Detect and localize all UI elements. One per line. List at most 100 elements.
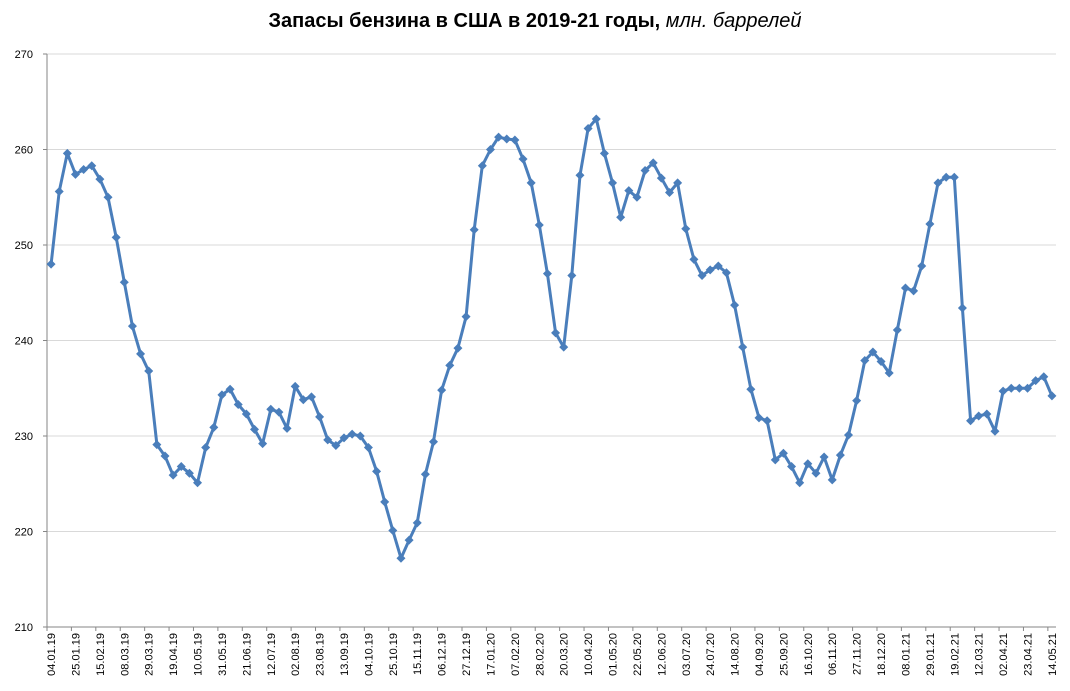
x-tick-label: 21.06.19 [241,633,253,676]
x-tick-label: 17.01.20 [485,633,497,676]
data-point [420,469,430,479]
data-point [429,437,439,447]
x-tick-label: 24.07.20 [705,633,717,676]
data-point [998,386,1008,396]
data-point [331,441,341,451]
data-point [648,158,658,168]
data-point [136,349,146,359]
data-point [217,390,227,400]
data-point [876,357,886,367]
x-tick-label: 04.01.19 [46,633,58,676]
x-tick-labels: 04.01.19 25.01.19 15.02.19 08.03.19 29.03.19… [46,633,1059,676]
data-point [551,328,561,338]
data-point [900,283,910,293]
data-point [168,470,178,480]
data-point [575,170,585,180]
data-point [974,411,984,421]
chart-title-main: Запасы бензина в США в 2019-21 годы, [268,10,661,32]
x-tick-label: 29.03.19 [144,633,156,676]
x-tick-label: 14.05.21 [1047,633,1059,676]
x-tick-label: 19.02.21 [949,633,961,676]
x-tick-label: 01.05.20 [608,633,620,676]
data-point [664,187,674,197]
data-point [437,385,447,395]
x-tick-label: 06.12.19 [437,633,449,676]
x-tick-label: 14.08.20 [730,633,742,676]
x-tick-label: 27.12.19 [461,633,473,676]
data-point [738,342,748,352]
x-tick-label: 03.07.20 [681,633,693,676]
x-tick-label: 27.11.20 [852,633,864,675]
series-line-path [49,117,1054,560]
x-tick-label: 20.03.20 [559,633,571,676]
data-point [469,225,479,235]
x-tick-label: 02.04.21 [998,633,1010,676]
data-point [656,173,666,183]
data-point [787,462,797,472]
y-tick-label: 250 [15,240,33,252]
data-point [827,475,837,485]
data-point [778,448,788,458]
data-point [396,553,406,563]
chart-title: Запасы бензина в США в 2019-21 годы, млн… [0,10,1070,33]
data-point [762,416,772,426]
data-point [144,366,154,376]
data-point [957,303,967,313]
y-tick-label: 230 [15,431,33,443]
gridlines [47,53,1056,532]
data-point [697,271,707,281]
data-point [705,265,715,275]
data-point [363,442,373,452]
data-point [852,396,862,406]
data-point [721,268,731,278]
data-point [62,148,72,158]
data-point [1023,383,1033,393]
x-tick-label: 08.03.19 [119,633,131,676]
data-point [355,431,365,441]
data-point [502,134,512,144]
data-point [933,178,943,188]
data-point [201,442,211,452]
data-point [624,186,634,196]
data-point [87,161,97,171]
data-point [518,154,528,164]
data-point [1047,391,1057,401]
data-point [412,518,422,528]
x-tick-label: 12.07.19 [266,633,278,676]
x-tick-label: 22.05.20 [632,633,644,676]
data-point [119,277,129,287]
x-tick-label: 08.01.21 [900,633,912,676]
x-tick-label: 02.08.19 [290,633,302,676]
data-point [526,178,536,188]
data-point [941,172,951,182]
data-point [909,286,919,296]
data-point [819,452,829,462]
data-point [982,409,992,419]
data-point [306,392,316,402]
data-point [258,439,268,449]
data-point [184,468,194,478]
data-point [510,135,520,145]
x-tick-label: 16.10.20 [803,633,815,676]
x-tick-label: 25.01.19 [70,633,82,676]
data-point [616,212,626,222]
data-point [176,462,186,472]
x-tick-label: 29.01.21 [925,633,937,676]
data-point [54,187,64,197]
data-point [681,224,691,234]
x-tick-label: 04.09.20 [754,633,766,676]
series-line [49,117,1054,560]
data-point [1006,383,1016,393]
data-point [559,342,569,352]
data-point [315,412,325,422]
data-point [282,423,292,433]
x-tick-label: 10.04.20 [583,633,595,676]
data-point [835,450,845,460]
data-point [233,399,243,409]
data-point [608,178,618,188]
data-point [160,451,170,461]
data-point [477,161,487,171]
data-point [1039,372,1049,382]
data-point [193,478,203,488]
